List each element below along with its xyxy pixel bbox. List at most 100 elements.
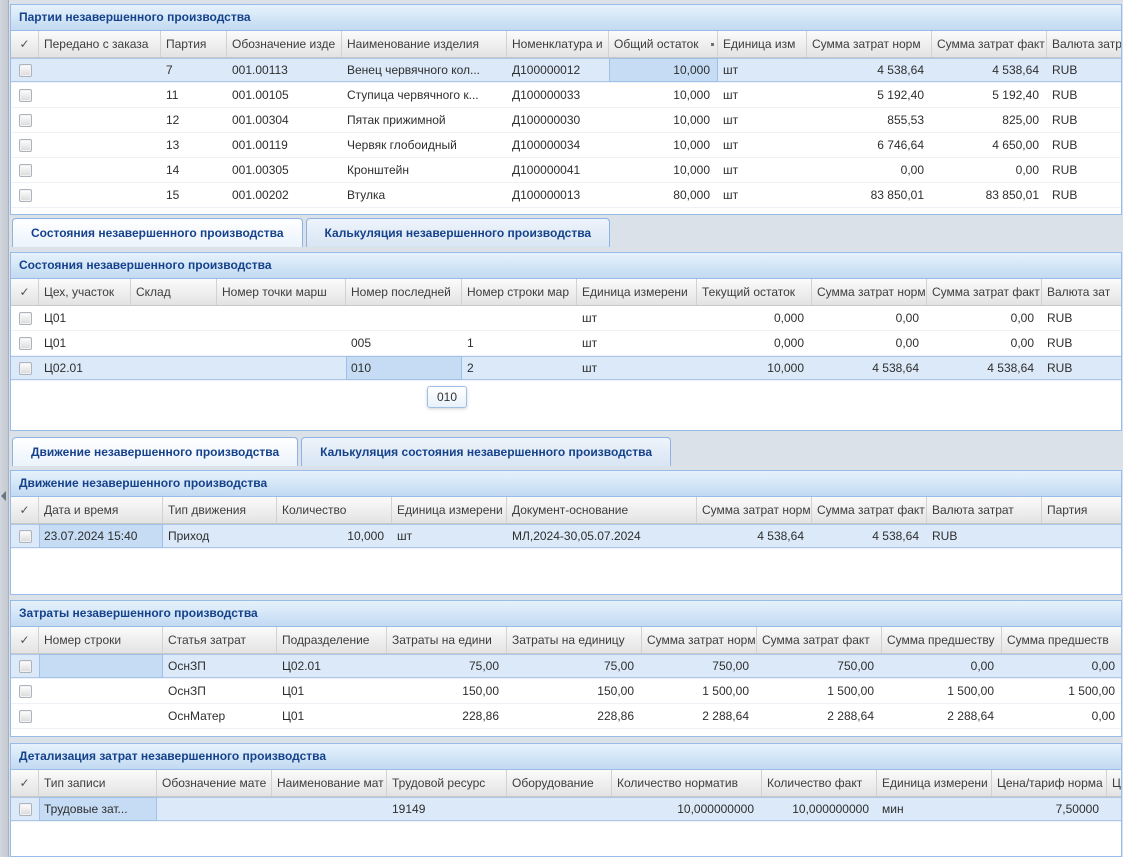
grid-cell[interactable]: шт [723,138,739,152]
table-row[interactable]: 21001.00401Крепление фланцевоеД100000019… [11,208,1121,214]
grid-cell[interactable]: 2 [467,361,474,375]
grid-cell[interactable]: 1 500,00 [827,684,874,698]
grid-cell[interactable]: 001.00305 [232,163,289,177]
column-header[interactable]: Наименование изделия [342,31,507,57]
grid-cell[interactable]: 001.00105 [232,88,289,102]
column-header[interactable]: Единица измерени [392,497,507,523]
grid-cell[interactable]: Ц01 [282,684,305,698]
grid-cell[interactable]: 7 [166,63,173,77]
column-header[interactable]: Количество факт [762,770,877,796]
check-column-header[interactable]: ✓ [11,770,39,796]
column-header[interactable]: Затраты на единицу [507,627,642,653]
grid-cell[interactable]: 10,000 [673,163,710,177]
grid-cell[interactable]: RUB [1047,361,1073,375]
grid-cell[interactable]: 001.00113 [232,63,288,77]
check-column-header[interactable]: ✓ [11,497,39,523]
grid-cell[interactable]: 83 850,01 [985,188,1039,202]
grid-cell[interactable]: 4 538,64 [877,63,924,77]
grid-cell[interactable]: шт [723,63,739,77]
grid-cell[interactable]: Кронштейн [347,163,409,177]
column-header[interactable]: Сумма затрат факт [757,627,882,653]
table-row[interactable]: Ц01 шт 0,000 0,00 0,00 RUB [11,306,1121,331]
check-column-header[interactable]: ✓ [11,31,39,57]
grid-cell[interactable]: RUB [1047,336,1073,350]
grid-cell[interactable]: Венец червячного кол... [347,63,480,77]
grid-cell[interactable]: 001.00401 [227,208,342,214]
column-header[interactable]: Валюта затрат [927,497,1042,523]
grid-cell[interactable] [217,331,346,355]
grid-cell[interactable]: 1 500,00 [947,684,994,698]
table-row[interactable]: Трудовые зат... 19149 10,000000000 10,00000… [11,797,1121,822]
row-checkbox[interactable] [18,802,32,816]
grid-cell[interactable] [507,797,612,821]
grid-cell[interactable]: Приход [168,529,210,543]
grid-cell[interactable]: 10,000 [347,529,384,543]
check-column-header[interactable]: ✓ [11,627,39,653]
row-checkbox[interactable] [18,311,32,325]
grid-cell[interactable] [39,108,161,132]
grid-cell[interactable]: 005 [351,336,372,350]
grid-cell[interactable] [39,183,161,207]
table-row[interactable]: ОснМатер Ц01 228,86 228,86 2 288,64 2 288,64 2… [11,704,1121,729]
row-checkbox[interactable] [18,213,32,214]
tab-movement[interactable]: Движение незавершенного производства [12,437,299,466]
grid-cell[interactable]: шт [723,88,739,102]
grid-cell[interactable]: 7,50000 [1055,802,1099,816]
column-header[interactable]: Обозначение изде [227,31,342,57]
grid-cell[interactable]: Трудовые зат... [39,797,157,821]
grid-cell[interactable]: 750,00 [837,659,874,673]
column-header[interactable]: Сумма предшеству [882,627,1002,653]
column-header[interactable]: Трудовой ресурс [387,770,507,796]
grid-cell[interactable]: Крепление фланцевое [342,208,507,214]
grid-cell[interactable]: 0,00 [1010,336,1034,350]
grid-cell[interactable]: 4 538,64 [872,361,919,375]
grid-cell[interactable]: Ц01 [282,709,305,723]
grid-cell[interactable]: Д100000033 [512,88,581,102]
grid-cell[interactable]: 2 288,64 [827,709,874,723]
table-row[interactable]: 11 001.00105 Ступица червячного к... Д10000… [11,83,1121,108]
column-header[interactable]: Документ-основание [507,497,697,523]
grid-cell[interactable]: 4 650,00 [992,138,1039,152]
grid-cell[interactable]: 0,00 [900,163,924,177]
grid-cell[interactable] [131,306,217,330]
grid-cell[interactable]: 001.00202 [232,188,289,202]
grid-cell[interactable]: 001.00119 [232,138,288,152]
grid-cell[interactable]: шт [723,163,739,177]
grid-cell[interactable]: 80,000 [673,188,710,202]
column-header[interactable]: Общий остаток [609,31,718,57]
grid-cell[interactable]: 10,000 [767,361,804,375]
grid-cell[interactable]: RUB [1052,88,1078,102]
grid-cell[interactable] [39,704,163,728]
column-header[interactable]: Номер строки [39,627,163,653]
grid-cell[interactable]: Ц01 [44,311,67,325]
column-header[interactable]: Сумма затрат факт [927,279,1042,305]
grid-cell[interactable]: 0,000 [773,311,804,325]
grid-cell[interactable]: 5 192,40 [877,88,924,102]
column-header[interactable]: Статья затрат [163,627,277,653]
grid-cell[interactable]: шт [397,529,413,543]
grid-cell[interactable]: шт [723,188,739,202]
grid-cell[interactable]: RUB [1047,311,1073,325]
column-header[interactable]: Сумма затрат норм [812,279,927,305]
grid-cell[interactable] [39,208,161,214]
column-header[interactable]: Сумма затрат норм [807,31,932,57]
column-header[interactable]: Склад [131,279,217,305]
grid-cell[interactable]: 11 [166,88,179,102]
grid-cell[interactable]: 4 538,64 [987,361,1034,375]
grid-cell[interactable]: Д100000012 [512,63,581,77]
grid-cell[interactable]: Д100000041 [512,163,581,177]
table-row[interactable]: ОснЗП Ц02.01 75,00 75,00 750,00 750,00 0,00 0,0… [11,654,1121,679]
column-header[interactable]: Цех, участок [39,279,131,305]
grid-cell[interactable] [157,797,272,821]
tab-states[interactable]: Состояния незавершенного производства [12,218,303,247]
grid-cell[interactable] [346,306,462,330]
row-checkbox[interactable] [18,529,32,543]
row-checkbox[interactable] [18,163,32,177]
column-header[interactable]: Партия [161,31,227,57]
table-row[interactable]: ОснЗП Ц01 150,00 150,00 1 500,00 1 500,00 1 50… [11,679,1121,704]
grid-cell[interactable]: Ступица червячного к... [347,88,479,102]
grid-cell[interactable]: 10,000000000 [677,802,754,816]
grid-cell[interactable]: ОснЗП [168,659,206,673]
grid-cell[interactable]: 4 538,64 [992,63,1039,77]
grid-cell[interactable]: Червяк глобоидный [347,138,457,152]
